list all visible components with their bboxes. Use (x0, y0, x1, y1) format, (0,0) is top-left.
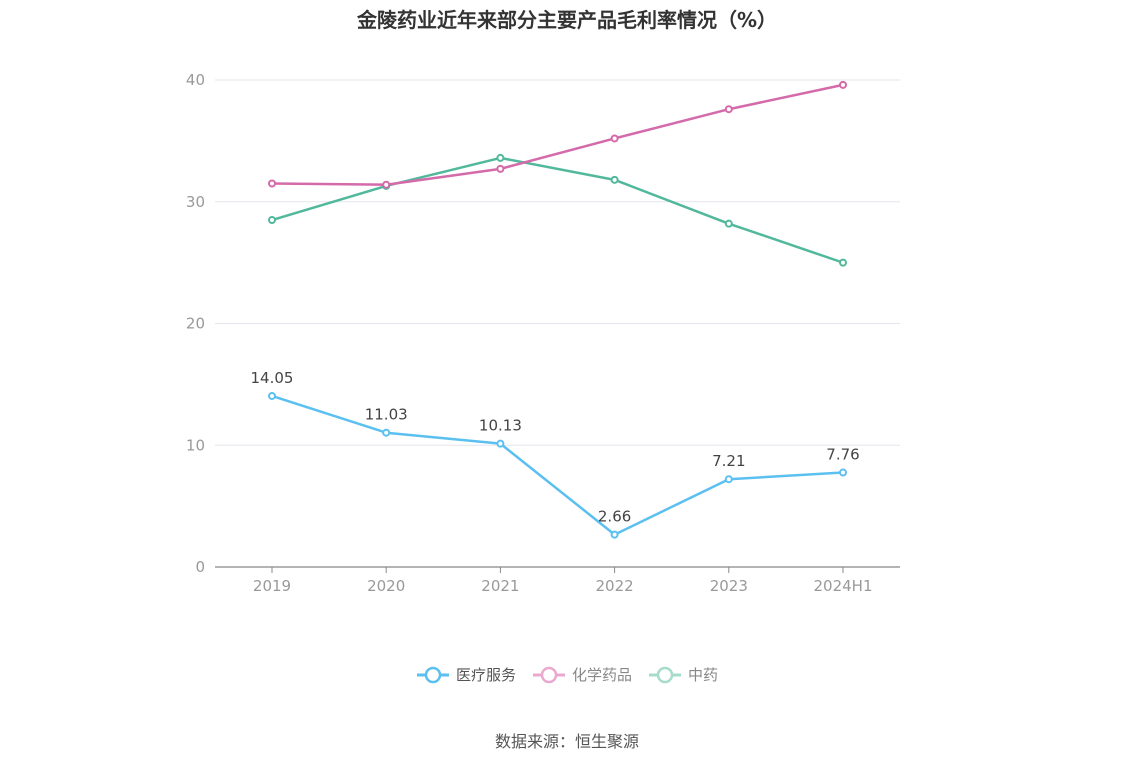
series-lines (268, 80, 847, 539)
data-point (382, 428, 391, 437)
data-label: 2.66 (598, 508, 631, 526)
x-tick-label: 2023 (710, 577, 748, 595)
x-tick-label: 2021 (481, 577, 519, 595)
data-point (382, 180, 391, 189)
source-note: 数据来源：恒生聚源 (494, 732, 639, 751)
x-tick-label: 2020 (367, 577, 405, 595)
data-point (839, 468, 847, 477)
data-point (839, 258, 847, 267)
y-tick-label: 0 (195, 558, 205, 576)
y-tick-label: 10 (186, 436, 205, 454)
data-point (268, 391, 276, 400)
data-point (724, 219, 733, 228)
data-label: 7.76 (826, 446, 859, 464)
legend-label: 化学药品 (571, 666, 632, 684)
data-label: 14.05 (251, 369, 294, 387)
legend-item-化学药品[interactable]: 化学药品 (532, 664, 632, 685)
x-tick-label: 2022 (596, 577, 634, 595)
data-point (496, 153, 505, 162)
series-line-医疗服务 (271, 394, 844, 536)
series-line-中药 (271, 156, 844, 264)
y-tick-label: 40 (186, 71, 205, 89)
data-label: 10.13 (479, 417, 522, 435)
legend-label: 中药 (688, 666, 719, 684)
x-tick-label: 2024H1 (814, 577, 873, 595)
chart-title: 金陵药业近年来部分主要产品毛利率情况（%） (356, 8, 778, 32)
legend-item-中药[interactable]: 中药 (648, 664, 718, 685)
legend: 医疗服务 化学药品 中药 (0, 664, 1134, 685)
legend-line-icon (416, 666, 449, 683)
data-label: 7.21 (712, 452, 745, 470)
data-point (268, 216, 276, 225)
data-point (839, 80, 847, 89)
data-label: 11.03 (365, 406, 408, 424)
legend-line-icon (649, 666, 681, 683)
x-tick-label: 2019 (253, 577, 291, 595)
y-tick-label: 20 (186, 315, 205, 333)
data-point (610, 530, 619, 539)
axes: 0 10 20 30 40 2019 2020 2021 2022 2023 2024H1 (186, 71, 900, 595)
data-point (724, 475, 733, 484)
legend-line-icon (532, 666, 565, 683)
legend-label: 医疗服务 (455, 666, 516, 684)
grid-lines (215, 79, 900, 446)
data-point (268, 179, 276, 188)
data-point (496, 439, 505, 448)
data-point (496, 164, 505, 173)
data-point (610, 175, 619, 184)
data-point (610, 134, 619, 143)
data-labels: 14.05 11.03 10.13 2.66 7.21 7.76 (251, 369, 860, 526)
data-point (724, 105, 733, 114)
series-line-化学药品 (271, 83, 844, 186)
legend-item-医疗服务[interactable]: 医疗服务 (416, 664, 516, 685)
y-tick-label: 30 (186, 193, 205, 211)
